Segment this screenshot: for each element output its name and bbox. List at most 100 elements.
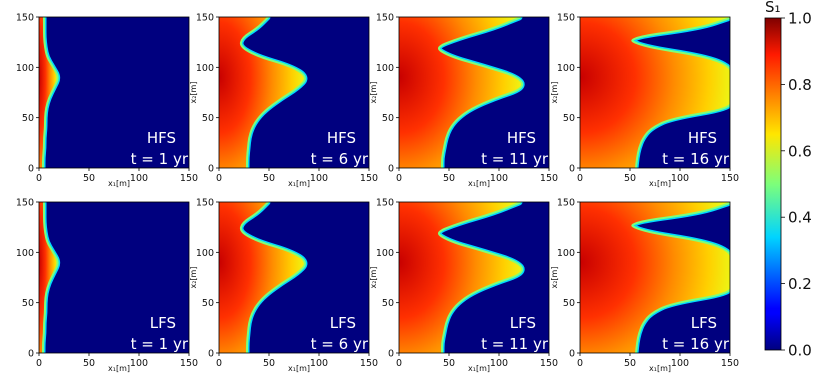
x-tick-label: 0 <box>216 358 222 369</box>
x-tick-label: 0 <box>216 173 222 184</box>
x-tick-label: 50 <box>83 358 95 369</box>
heatmap-panel: 0 50 100 150 0 50 100 150 x₁[m] LFS t = 1 yr <box>16 198 198 374</box>
x-tick-label: 50 <box>443 358 455 369</box>
axes-frame <box>218 16 370 169</box>
plume-saturation <box>580 202 730 353</box>
plume-group <box>39 17 61 168</box>
plume-saturation <box>399 202 522 353</box>
x-axis-label: x₁[m] <box>288 179 310 188</box>
axes-frame <box>579 16 731 169</box>
colorbar-tick-label: 0.6 <box>788 142 812 160</box>
y-tick-label: 0 <box>28 164 34 175</box>
x-axis-label: x₁[m] <box>288 364 310 373</box>
y-tick-label: 0 <box>388 164 394 175</box>
plume-group <box>219 17 308 168</box>
plume-group <box>399 17 525 168</box>
colorbar-tick-label: 0.2 <box>788 275 812 293</box>
y-tick-label: 0 <box>28 349 34 360</box>
panel-model-label: HFS <box>688 129 717 147</box>
panel-model-label: HFS <box>507 129 536 147</box>
x-tick-label: 100 <box>130 358 148 369</box>
plume-saturation <box>219 17 304 168</box>
y-tick-label: 150 <box>557 13 575 24</box>
y-tick-label: 150 <box>557 198 575 209</box>
plume-group <box>580 17 730 168</box>
panel-model-label: LFS <box>330 314 356 332</box>
y-tick-label: 150 <box>376 198 394 209</box>
panel-time-label: t = 1 yr <box>131 335 189 353</box>
y-tick-label: 50 <box>382 113 394 124</box>
plume-fringe-green <box>580 17 730 168</box>
panel-model-label: LFS <box>691 314 717 332</box>
plume-saturation <box>39 202 57 353</box>
y-tick-label: 100 <box>557 63 575 74</box>
colorbar: S₁ 0.0 0.2 0.4 0.6 0.8 1.0 <box>764 0 812 360</box>
axes-frame <box>218 201 370 354</box>
x-tick-label: 50 <box>263 358 275 369</box>
x-axis-label: x₁[m] <box>108 179 130 188</box>
x-tick-label: 0 <box>36 358 42 369</box>
plume-fringe-green <box>580 202 730 353</box>
plume-saturation <box>580 17 730 168</box>
panel-model-label: LFS <box>150 314 176 332</box>
heatmap-background <box>39 202 189 353</box>
panel-time-label: t = 11 yr <box>481 335 549 353</box>
y-tick-label: 50 <box>202 298 214 309</box>
colorbar-gradient <box>764 17 782 351</box>
x-tick-label: 100 <box>310 358 328 369</box>
y-axis-label: x₂[m] <box>550 267 559 289</box>
x-axis-label: x₁[m] <box>649 364 671 373</box>
plume-group <box>219 202 308 353</box>
panel-time-label: t = 6 yr <box>311 335 369 353</box>
y-tick-label: 150 <box>16 198 34 209</box>
panel-time-label: t = 16 yr <box>662 150 730 168</box>
panel-time-label: t = 16 yr <box>662 335 730 353</box>
x-tick-label: 100 <box>671 173 689 184</box>
y-axis-label: x₂[m] <box>550 82 559 104</box>
plume-saturation <box>39 17 57 168</box>
x-tick-label: 150 <box>540 358 558 369</box>
heatmap-panel: 0 50 100 150 0 50 100 150 x₁[m] x₂[m] LFS t = 6 yr <box>189 198 378 374</box>
colorbar-tick-label: 1.0 <box>788 10 812 28</box>
y-tick-label: 0 <box>388 349 394 360</box>
axes-frame <box>398 201 550 354</box>
x-tick-label: 50 <box>263 173 275 184</box>
colorbar-tick-label: 0.4 <box>788 209 812 227</box>
y-tick-label: 150 <box>376 13 394 24</box>
y-axis-label: x₂[m] <box>369 267 378 289</box>
axes-frame <box>38 16 190 169</box>
y-tick-label: 50 <box>382 298 394 309</box>
colorbar-tick-label: 0.0 <box>788 342 812 360</box>
y-tick-label: 150 <box>196 198 214 209</box>
y-tick-label: 50 <box>563 113 575 124</box>
y-tick-label: 100 <box>376 63 394 74</box>
x-axis-label: x₁[m] <box>108 364 130 373</box>
heatmap-background <box>39 17 189 168</box>
colorbar-tick-label: 0.8 <box>788 76 812 94</box>
axes-frame <box>579 201 731 354</box>
panel-model-label: LFS <box>510 314 536 332</box>
x-tick-label: 150 <box>721 173 739 184</box>
y-tick-label: 100 <box>376 248 394 259</box>
x-tick-label: 50 <box>624 358 636 369</box>
axes-frame <box>398 16 550 169</box>
y-tick-label: 50 <box>22 113 34 124</box>
plume-saturation <box>219 202 304 353</box>
x-tick-label: 100 <box>671 358 689 369</box>
x-tick-label: 50 <box>443 173 455 184</box>
panel-model-label: HFS <box>147 129 176 147</box>
y-tick-label: 150 <box>16 13 34 24</box>
x-tick-label: 150 <box>180 173 198 184</box>
colorbar-title: S₁ <box>765 0 781 16</box>
x-axis-label: x₁[m] <box>649 179 671 188</box>
y-tick-label: 0 <box>208 349 214 360</box>
x-tick-label: 150 <box>360 173 378 184</box>
x-tick-label: 150 <box>540 173 558 184</box>
x-tick-label: 100 <box>490 173 508 184</box>
x-tick-label: 0 <box>36 173 42 184</box>
x-axis-label: x₁[m] <box>468 364 490 373</box>
plume-group <box>580 202 730 353</box>
panel-time-label: t = 11 yr <box>481 150 549 168</box>
x-tick-label: 50 <box>624 173 636 184</box>
y-tick-label: 100 <box>196 63 214 74</box>
